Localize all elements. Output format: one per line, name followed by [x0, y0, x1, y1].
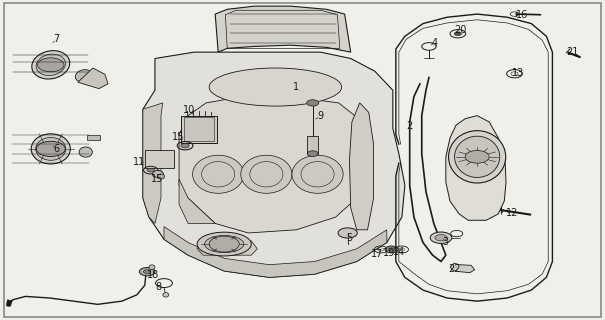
Ellipse shape: [209, 68, 342, 106]
Ellipse shape: [292, 155, 343, 193]
Bar: [145, 150, 174, 168]
Text: 16: 16: [516, 10, 528, 20]
Text: 8: 8: [155, 282, 161, 292]
Text: 17: 17: [371, 249, 384, 259]
Ellipse shape: [36, 138, 66, 160]
Text: 18: 18: [147, 270, 159, 280]
Polygon shape: [143, 103, 163, 223]
Polygon shape: [450, 263, 475, 273]
Text: 15: 15: [151, 174, 163, 184]
Ellipse shape: [149, 265, 155, 270]
Ellipse shape: [32, 51, 70, 79]
Ellipse shape: [454, 136, 500, 178]
Circle shape: [430, 232, 452, 244]
Circle shape: [307, 151, 318, 156]
Ellipse shape: [197, 232, 251, 256]
Ellipse shape: [204, 236, 244, 252]
Bar: [87, 135, 100, 140]
Text: 21: 21: [566, 47, 578, 57]
Circle shape: [385, 246, 398, 253]
Polygon shape: [179, 97, 368, 233]
Text: 14: 14: [393, 247, 405, 257]
Text: 20: 20: [454, 25, 466, 35]
Circle shape: [36, 141, 65, 156]
Polygon shape: [197, 241, 257, 255]
Circle shape: [143, 270, 151, 274]
Polygon shape: [215, 6, 351, 52]
Ellipse shape: [76, 70, 93, 82]
Text: 7: 7: [54, 35, 60, 44]
Circle shape: [147, 168, 154, 172]
Polygon shape: [78, 68, 108, 89]
Circle shape: [454, 32, 462, 36]
Polygon shape: [143, 52, 405, 277]
Circle shape: [338, 228, 358, 238]
Circle shape: [307, 100, 319, 106]
Ellipse shape: [241, 155, 292, 193]
Bar: [184, 117, 214, 141]
Bar: [307, 136, 318, 154]
Text: 10: 10: [183, 105, 195, 115]
Circle shape: [209, 236, 239, 252]
Circle shape: [435, 235, 447, 241]
Polygon shape: [6, 300, 12, 307]
Text: 19: 19: [382, 248, 394, 258]
Text: 2: 2: [407, 121, 413, 131]
Bar: [181, 116, 217, 142]
Text: 4: 4: [432, 38, 438, 48]
Ellipse shape: [31, 134, 70, 164]
Text: 1: 1: [293, 82, 299, 92]
Ellipse shape: [192, 155, 244, 193]
Text: 5: 5: [346, 233, 353, 243]
Circle shape: [465, 150, 489, 163]
Polygon shape: [446, 116, 506, 220]
Ellipse shape: [448, 131, 506, 183]
Ellipse shape: [157, 174, 165, 179]
Text: 9: 9: [318, 111, 324, 121]
Text: 6: 6: [54, 144, 60, 154]
Text: 12: 12: [506, 208, 518, 218]
Polygon shape: [164, 227, 387, 277]
Polygon shape: [179, 179, 215, 223]
Text: 15: 15: [172, 132, 185, 142]
Circle shape: [181, 143, 189, 148]
Circle shape: [139, 268, 155, 276]
Ellipse shape: [79, 147, 93, 157]
Polygon shape: [350, 103, 373, 230]
Text: 11: 11: [132, 157, 145, 167]
Ellipse shape: [36, 54, 65, 76]
Ellipse shape: [152, 171, 163, 178]
Text: 22: 22: [448, 264, 460, 275]
Text: 3: 3: [443, 236, 449, 246]
Circle shape: [38, 58, 64, 72]
Ellipse shape: [163, 292, 169, 297]
Text: 13: 13: [512, 68, 524, 78]
